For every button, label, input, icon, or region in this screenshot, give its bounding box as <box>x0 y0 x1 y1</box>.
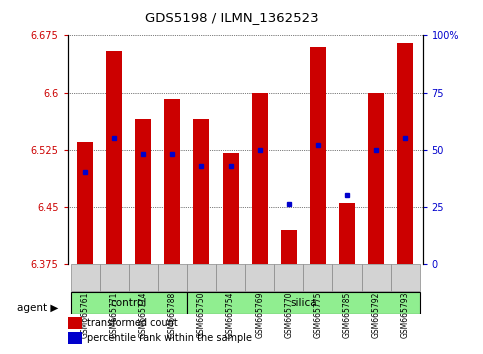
Bar <box>77 142 93 264</box>
Bar <box>187 292 420 314</box>
Bar <box>68 317 82 329</box>
Bar <box>310 47 326 264</box>
Text: silica: silica <box>290 298 317 308</box>
Text: GSM665785: GSM665785 <box>342 291 352 338</box>
Bar <box>71 292 187 314</box>
Bar <box>223 153 239 264</box>
Bar <box>187 264 216 291</box>
Bar <box>68 332 82 344</box>
Text: GSM665761: GSM665761 <box>81 291 89 338</box>
Text: GSM665770: GSM665770 <box>284 291 293 338</box>
Bar <box>216 264 245 291</box>
Text: agent ▶: agent ▶ <box>16 303 58 313</box>
Text: GSM665774: GSM665774 <box>139 291 148 338</box>
Text: GSM665750: GSM665750 <box>197 291 206 338</box>
Text: GSM665775: GSM665775 <box>313 291 322 338</box>
Text: GSM665771: GSM665771 <box>110 291 119 338</box>
Bar <box>245 264 274 291</box>
Text: GSM665754: GSM665754 <box>226 291 235 338</box>
Text: GSM665793: GSM665793 <box>401 291 410 338</box>
Text: control: control <box>111 298 147 308</box>
Bar <box>135 119 151 264</box>
Bar <box>106 51 122 264</box>
Bar <box>303 264 332 291</box>
Bar <box>129 264 158 291</box>
Bar <box>158 264 187 291</box>
Text: GSM665788: GSM665788 <box>168 291 177 337</box>
Bar <box>252 92 268 264</box>
Bar <box>281 230 297 264</box>
Text: GSM665769: GSM665769 <box>255 291 264 338</box>
Bar <box>332 264 361 291</box>
Text: GDS5198 / ILMN_1362523: GDS5198 / ILMN_1362523 <box>145 11 319 24</box>
Bar <box>164 99 180 264</box>
Bar <box>368 92 384 264</box>
Bar <box>99 264 129 291</box>
Bar <box>397 43 413 264</box>
Bar <box>361 264 391 291</box>
Text: transformed count: transformed count <box>87 318 178 328</box>
Bar <box>274 264 303 291</box>
Bar <box>339 203 355 264</box>
Bar <box>391 264 420 291</box>
Bar <box>194 119 210 264</box>
Text: percentile rank within the sample: percentile rank within the sample <box>87 333 252 343</box>
Text: GSM665792: GSM665792 <box>371 291 381 338</box>
Bar <box>71 264 99 291</box>
